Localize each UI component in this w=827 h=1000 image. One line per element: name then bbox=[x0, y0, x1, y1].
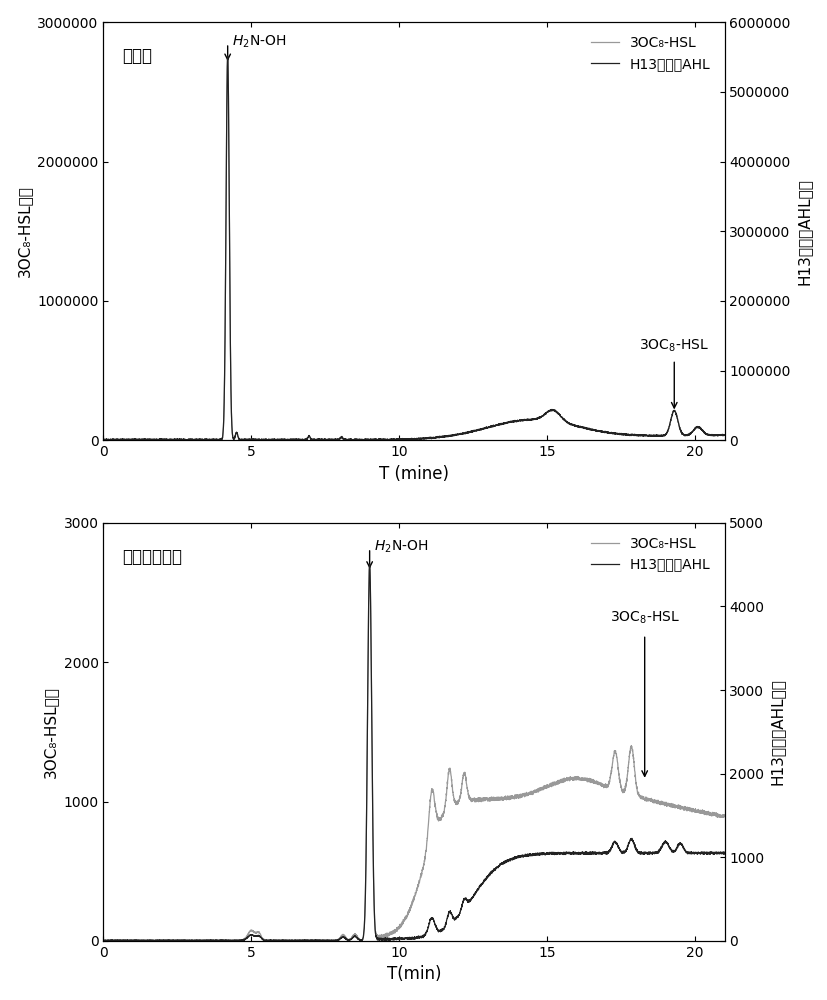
Line: 3OC₈-HSL: 3OC₈-HSL bbox=[103, 56, 724, 440]
H13产生的AHL bbox=[340, 932, 350, 944]
3OC₈-HSL bbox=[98, 934, 108, 946]
3OC₈-HSL bbox=[340, 434, 350, 446]
Text: $H_2$N-OH: $H_2$N-OH bbox=[232, 33, 286, 50]
H13产生的AHL bbox=[98, 434, 108, 446]
X-axis label: T (mine): T (mine) bbox=[379, 465, 448, 483]
H13产生的AHL bbox=[498, 856, 508, 868]
H13产生的AHL bbox=[576, 847, 586, 859]
3OC₈-HSL bbox=[657, 797, 667, 809]
3OC₈-HSL bbox=[364, 558, 374, 570]
3OC₈-HSL bbox=[165, 434, 174, 446]
Y-axis label: 3OC₈-HSL丰度: 3OC₈-HSL丰度 bbox=[17, 185, 31, 277]
3OC₈-HSL bbox=[498, 417, 508, 429]
3OC₈-HSL bbox=[364, 561, 374, 573]
Line: 3OC₈-HSL: 3OC₈-HSL bbox=[103, 564, 724, 941]
3OC₈-HSL bbox=[220, 935, 230, 947]
3OC₈-HSL bbox=[719, 429, 729, 441]
H13产生的AHL bbox=[364, 561, 374, 573]
H13产生的AHL bbox=[657, 838, 667, 850]
Y-axis label: H13产生的AHL丰度: H13产生的AHL丰度 bbox=[796, 178, 810, 285]
Y-axis label: 3OC₈-HSL丰度: 3OC₈-HSL丰度 bbox=[43, 686, 58, 778]
Text: 选择离子扫描: 选择离子扫描 bbox=[122, 548, 182, 566]
H13产生的AHL bbox=[165, 935, 174, 947]
Text: 3OC$_8$-HSL: 3OC$_8$-HSL bbox=[609, 610, 679, 626]
H13产生的AHL bbox=[222, 50, 232, 62]
H13产生的AHL bbox=[99, 434, 109, 446]
H13产生的AHL bbox=[165, 434, 174, 446]
3OC₈-HSL bbox=[719, 809, 729, 821]
H13产生的AHL bbox=[657, 429, 667, 441]
H13产生的AHL bbox=[498, 417, 508, 429]
H13产生的AHL bbox=[340, 434, 350, 446]
H13产生的AHL bbox=[719, 846, 729, 858]
Text: $H_2$N-OH: $H_2$N-OH bbox=[374, 538, 428, 555]
3OC₈-HSL bbox=[222, 50, 232, 62]
Text: 3OC$_8$-HSL: 3OC$_8$-HSL bbox=[638, 337, 709, 354]
3OC₈-HSL bbox=[165, 935, 174, 947]
H13产生的AHL bbox=[215, 935, 225, 947]
H13产生的AHL bbox=[364, 434, 374, 446]
3OC₈-HSL bbox=[657, 429, 667, 441]
3OC₈-HSL bbox=[340, 930, 350, 942]
X-axis label: T(min): T(min) bbox=[386, 965, 441, 983]
H13产生的AHL bbox=[719, 429, 729, 441]
3OC₈-HSL bbox=[576, 421, 586, 433]
H13产生的AHL bbox=[576, 421, 586, 433]
3OC₈-HSL bbox=[364, 434, 374, 446]
3OC₈-HSL bbox=[98, 434, 108, 446]
Legend: 3OC₈-HSL, H13产生的AHL: 3OC₈-HSL, H13产生的AHL bbox=[583, 29, 717, 78]
Text: 全扫描: 全扫描 bbox=[122, 47, 152, 65]
3OC₈-HSL bbox=[498, 793, 508, 805]
Y-axis label: H13产生的AHL丰度: H13产生的AHL丰度 bbox=[769, 678, 784, 785]
H13产生的AHL bbox=[98, 934, 108, 946]
Line: H13产生的AHL: H13产生的AHL bbox=[103, 56, 724, 440]
3OC₈-HSL bbox=[576, 774, 586, 786]
Legend: 3OC₈-HSL, H13产生的AHL: 3OC₈-HSL, H13产生的AHL bbox=[583, 530, 717, 579]
3OC₈-HSL bbox=[189, 434, 199, 446]
Line: H13产生的AHL: H13产生的AHL bbox=[103, 564, 724, 941]
H13产生的AHL bbox=[364, 558, 374, 570]
